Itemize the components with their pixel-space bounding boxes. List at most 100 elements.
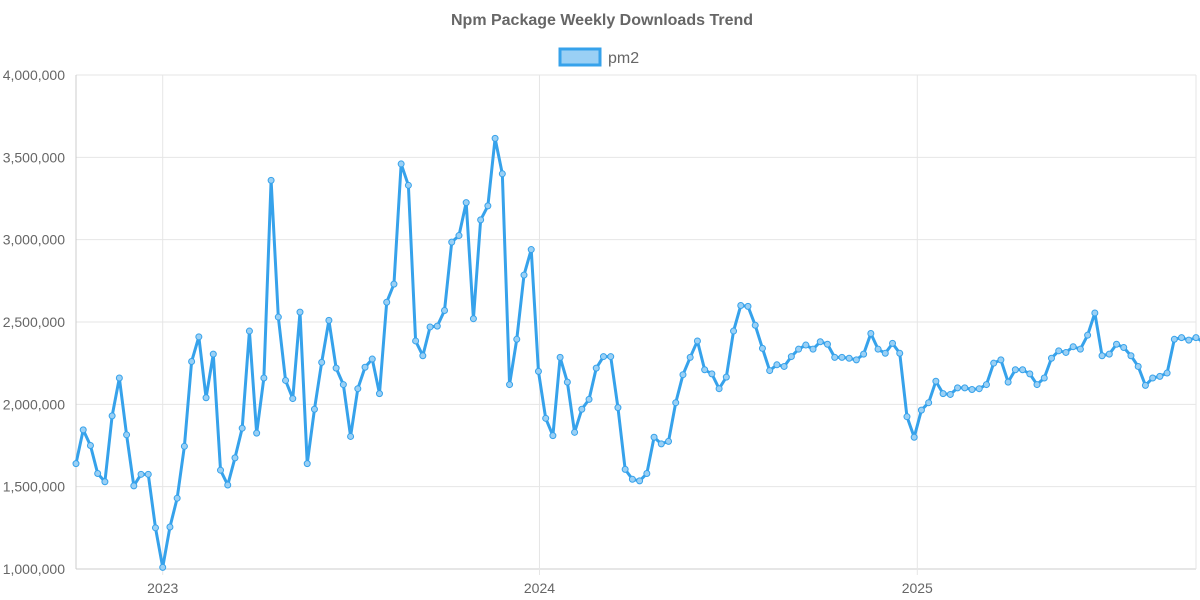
data-point	[542, 414, 550, 422]
data-point	[1055, 347, 1063, 355]
data-point	[354, 385, 362, 393]
data-point	[144, 470, 152, 478]
data-point	[730, 327, 738, 335]
x-gridlines	[75, 75, 1197, 575]
data-point	[477, 216, 485, 224]
data-point	[1105, 350, 1113, 358]
data-point	[347, 432, 355, 440]
data-point	[549, 432, 557, 440]
data-point	[889, 339, 897, 347]
data-point	[910, 433, 918, 441]
data-point	[925, 399, 933, 407]
data-point	[1033, 381, 1041, 389]
data-point	[607, 353, 615, 361]
data-point	[585, 395, 593, 403]
data-point	[961, 384, 969, 392]
data-point	[563, 378, 571, 386]
y-tick-label: 1,000,000	[3, 561, 65, 577]
data-point	[253, 429, 261, 437]
x-axis-tick-labels: 2023 2024 2025	[147, 580, 933, 596]
data-point	[621, 465, 629, 473]
data-point	[1062, 348, 1070, 356]
y-tick-label: 2,000,000	[3, 396, 65, 412]
data-point	[527, 246, 535, 254]
data-point	[267, 176, 275, 184]
y-tick-label: 4,000,000	[3, 67, 65, 83]
y-axis-tick-labels: 1,000,000 1,500,000 2,000,000 2,500,000 3,00…	[3, 67, 65, 577]
data-point	[455, 232, 463, 240]
data-point	[1019, 366, 1027, 374]
data-point	[513, 335, 521, 343]
data-point	[715, 385, 723, 393]
data-point	[404, 181, 412, 189]
data-point	[650, 433, 658, 441]
y-tick-label: 1,500,000	[3, 479, 65, 495]
data-point	[1091, 309, 1099, 317]
data-point	[946, 390, 954, 398]
data-point	[108, 412, 116, 420]
legend-swatch-pm2	[558, 47, 602, 67]
data-point	[137, 470, 145, 478]
data-point	[375, 390, 383, 398]
x-tick-label: 2025	[902, 580, 933, 596]
data-point	[997, 356, 1005, 364]
data-point	[383, 298, 391, 306]
data-point	[636, 477, 644, 485]
data-point	[1026, 370, 1034, 378]
data-point	[1011, 366, 1019, 374]
data-point	[274, 313, 282, 321]
data-point	[665, 437, 673, 445]
data-point	[390, 280, 398, 288]
data-point	[773, 361, 781, 369]
data-point	[1076, 345, 1084, 353]
data-point	[903, 413, 911, 421]
data-point	[686, 353, 694, 361]
data-point	[831, 353, 839, 361]
data-point	[209, 350, 217, 358]
data-point	[238, 424, 246, 432]
data-point	[101, 478, 109, 486]
data-point	[1178, 334, 1186, 342]
data-point	[1120, 344, 1128, 352]
data-point	[795, 345, 803, 353]
data-point	[339, 381, 347, 389]
data-point	[599, 353, 607, 361]
legend-label-pm2: pm2	[608, 50, 639, 67]
series-pm2	[72, 134, 1200, 571]
data-point	[751, 321, 759, 329]
data-point	[917, 406, 925, 414]
data-point	[123, 431, 131, 439]
data-point	[188, 358, 196, 366]
data-point	[368, 355, 376, 363]
data-point	[1170, 335, 1178, 343]
data-point	[672, 399, 680, 407]
data-point	[845, 354, 853, 362]
data-point	[1149, 374, 1157, 382]
data-point	[151, 524, 159, 532]
data-point	[1163, 369, 1171, 377]
data-point	[296, 308, 304, 316]
data-point	[867, 330, 875, 338]
data-point	[462, 199, 470, 207]
data-point	[448, 238, 456, 246]
data-point	[578, 405, 586, 413]
data-point	[1098, 352, 1106, 360]
data-point	[245, 327, 253, 335]
data-point	[534, 367, 542, 375]
data-point	[766, 367, 774, 375]
data-point	[701, 366, 709, 374]
data-point	[657, 440, 665, 448]
data-point	[419, 352, 427, 360]
data-point	[1069, 343, 1077, 351]
data-point	[990, 359, 998, 367]
data-point	[1047, 354, 1055, 362]
legend[interactable]: pm2	[558, 47, 639, 67]
data-point	[1185, 336, 1193, 344]
data-point	[975, 385, 983, 393]
data-point	[860, 350, 868, 358]
data-point	[1192, 334, 1200, 342]
data-point	[260, 374, 268, 382]
data-point	[86, 442, 94, 449]
data-point	[708, 370, 716, 378]
